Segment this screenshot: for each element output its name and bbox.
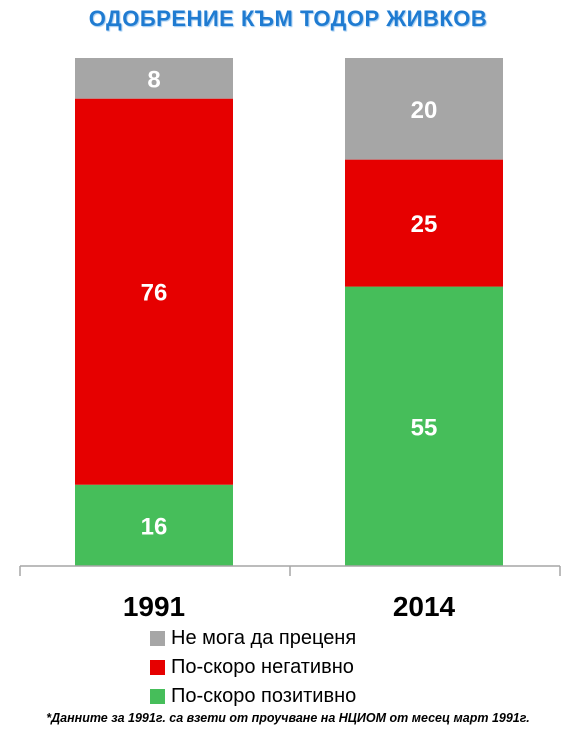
legend-swatch bbox=[150, 689, 165, 704]
bar-segment-unsure-2014 bbox=[345, 58, 503, 160]
x-axis bbox=[19, 565, 561, 576]
bar-segment-negative-2014 bbox=[345, 159, 503, 287]
legend-swatch bbox=[150, 631, 165, 646]
legend-item-unsure: Не мога да преценя bbox=[150, 624, 356, 653]
data-label: 20 bbox=[411, 97, 438, 124]
stacked-bar-chart: 16 76 8 55 25 20 1991 2014 bbox=[19, 58, 561, 620]
bar-segment-negative-1991 bbox=[75, 98, 233, 485]
data-label: 76 bbox=[141, 280, 168, 307]
category-label: 1991 bbox=[123, 591, 185, 620]
bar-segment-positive-1991 bbox=[75, 484, 233, 566]
chart-title: ОДОБРЕНИЕ КЪМ ТОДОР ЖИВКОВ bbox=[88, 6, 488, 31]
data-label: 25 bbox=[411, 211, 438, 238]
data-label: 16 bbox=[141, 513, 168, 540]
bar-segment-unsure-1991 bbox=[75, 58, 233, 99]
bar-segment-positive-2014 bbox=[345, 286, 503, 566]
legend-label: Не мога да преценя bbox=[171, 627, 357, 649]
category-label: 2014 bbox=[393, 591, 456, 620]
legend-item-negative: По-скоро негативно bbox=[150, 653, 356, 682]
legend: Не мога да преценя По-скоро негативно По… bbox=[150, 624, 356, 711]
data-label: 8 bbox=[147, 66, 160, 93]
data-label: 55 bbox=[411, 414, 438, 441]
footnote: *Данните за 1991г. са взети от проучване… bbox=[46, 711, 530, 725]
category-labels: 1991 2014 bbox=[123, 591, 456, 620]
legend-swatch bbox=[150, 660, 165, 675]
legend-label: По-скоро негативно bbox=[171, 656, 354, 678]
legend-item-positive: По-скоро позитивно bbox=[150, 682, 356, 711]
legend-label: По-скоро позитивно bbox=[171, 685, 357, 707]
bar-group: 16 76 8 55 25 20 bbox=[75, 58, 503, 566]
